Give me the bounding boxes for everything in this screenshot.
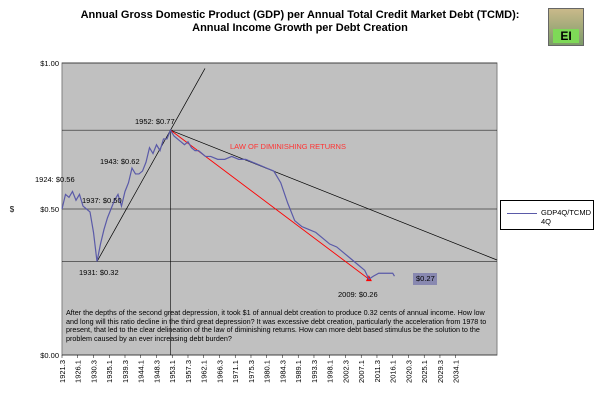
highlight xyxy=(413,273,437,285)
annotation: 1943: $0.62 xyxy=(100,157,140,166)
trend-line xyxy=(170,129,498,261)
logo-text: EI xyxy=(553,29,579,43)
x-tick-label: 1944.1 xyxy=(137,360,146,383)
x-tick-label: 1984.3 xyxy=(278,360,287,383)
x-tick-label: 1948.3 xyxy=(152,360,161,383)
logo: EI xyxy=(548,8,584,46)
x-tick-label: 1935.1 xyxy=(105,360,114,383)
y-tick-label: $1.00 xyxy=(40,59,59,68)
note: After the depths of the second great dep… xyxy=(66,308,487,343)
x-tick-label: 2020.3 xyxy=(404,360,413,383)
legend-label: GDP4Q/TCMD4Q xyxy=(541,208,592,226)
chart-subtitle: Annual Income Growth per Debt Creation xyxy=(192,22,408,34)
x-tick-label: 2034.1 xyxy=(452,360,461,383)
x-tick-label: 2029.3 xyxy=(436,360,445,383)
x-tick-label: 1930.3 xyxy=(89,360,98,383)
x-tick-label: 2016.1 xyxy=(389,360,398,383)
chart-title: Annual Gross Domestic Product (GDP) per … xyxy=(81,9,520,21)
legend: GDP4Q/TCMD4Q xyxy=(500,200,594,230)
x-tick-label: 1989.1 xyxy=(294,360,303,383)
annotation: 1931: $0.32 xyxy=(79,268,119,277)
x-tick-label: 1975.3 xyxy=(247,360,256,383)
x-tick-label: 1957.3 xyxy=(184,360,193,383)
x-tick-label: 2002.3 xyxy=(341,360,350,383)
annotation: LAW OF DIMINISHING RETURNS xyxy=(230,142,346,151)
annotation: 2009: $0.26 xyxy=(338,290,378,299)
annotation: $0.27 xyxy=(416,274,435,283)
x-tick-label: 1926.1 xyxy=(74,360,83,383)
annotation: 1952: $0.77 xyxy=(135,117,175,126)
legend-swatch xyxy=(507,213,537,214)
x-tick-label: 1971.1 xyxy=(231,360,240,383)
annotation: 1937: $0.50 xyxy=(82,196,122,205)
y-tick-label: $0.00 xyxy=(40,351,59,360)
annotation: 1924: $0.56 xyxy=(35,175,75,184)
x-tick-label: 1953.1 xyxy=(168,360,177,383)
x-tick-label: 2025.1 xyxy=(420,360,429,383)
x-tick-label: 1939.3 xyxy=(121,360,130,383)
x-tick-label: 1962.1 xyxy=(200,360,209,383)
x-tick-label: 2011.3 xyxy=(373,360,382,382)
x-tick-label: 1921.3 xyxy=(58,360,67,383)
x-tick-label: 1993.3 xyxy=(310,360,319,383)
x-tick-label: 1980.1 xyxy=(263,360,272,383)
y-tick-label: $0.50 xyxy=(40,205,59,214)
trend-line xyxy=(96,68,206,262)
x-tick-label: 2007.1 xyxy=(357,360,366,383)
y-axis-label: $ xyxy=(10,205,15,214)
x-tick-label: 1966.3 xyxy=(215,360,224,383)
x-tick-label: 1998.1 xyxy=(326,360,335,383)
series-line xyxy=(61,128,395,280)
